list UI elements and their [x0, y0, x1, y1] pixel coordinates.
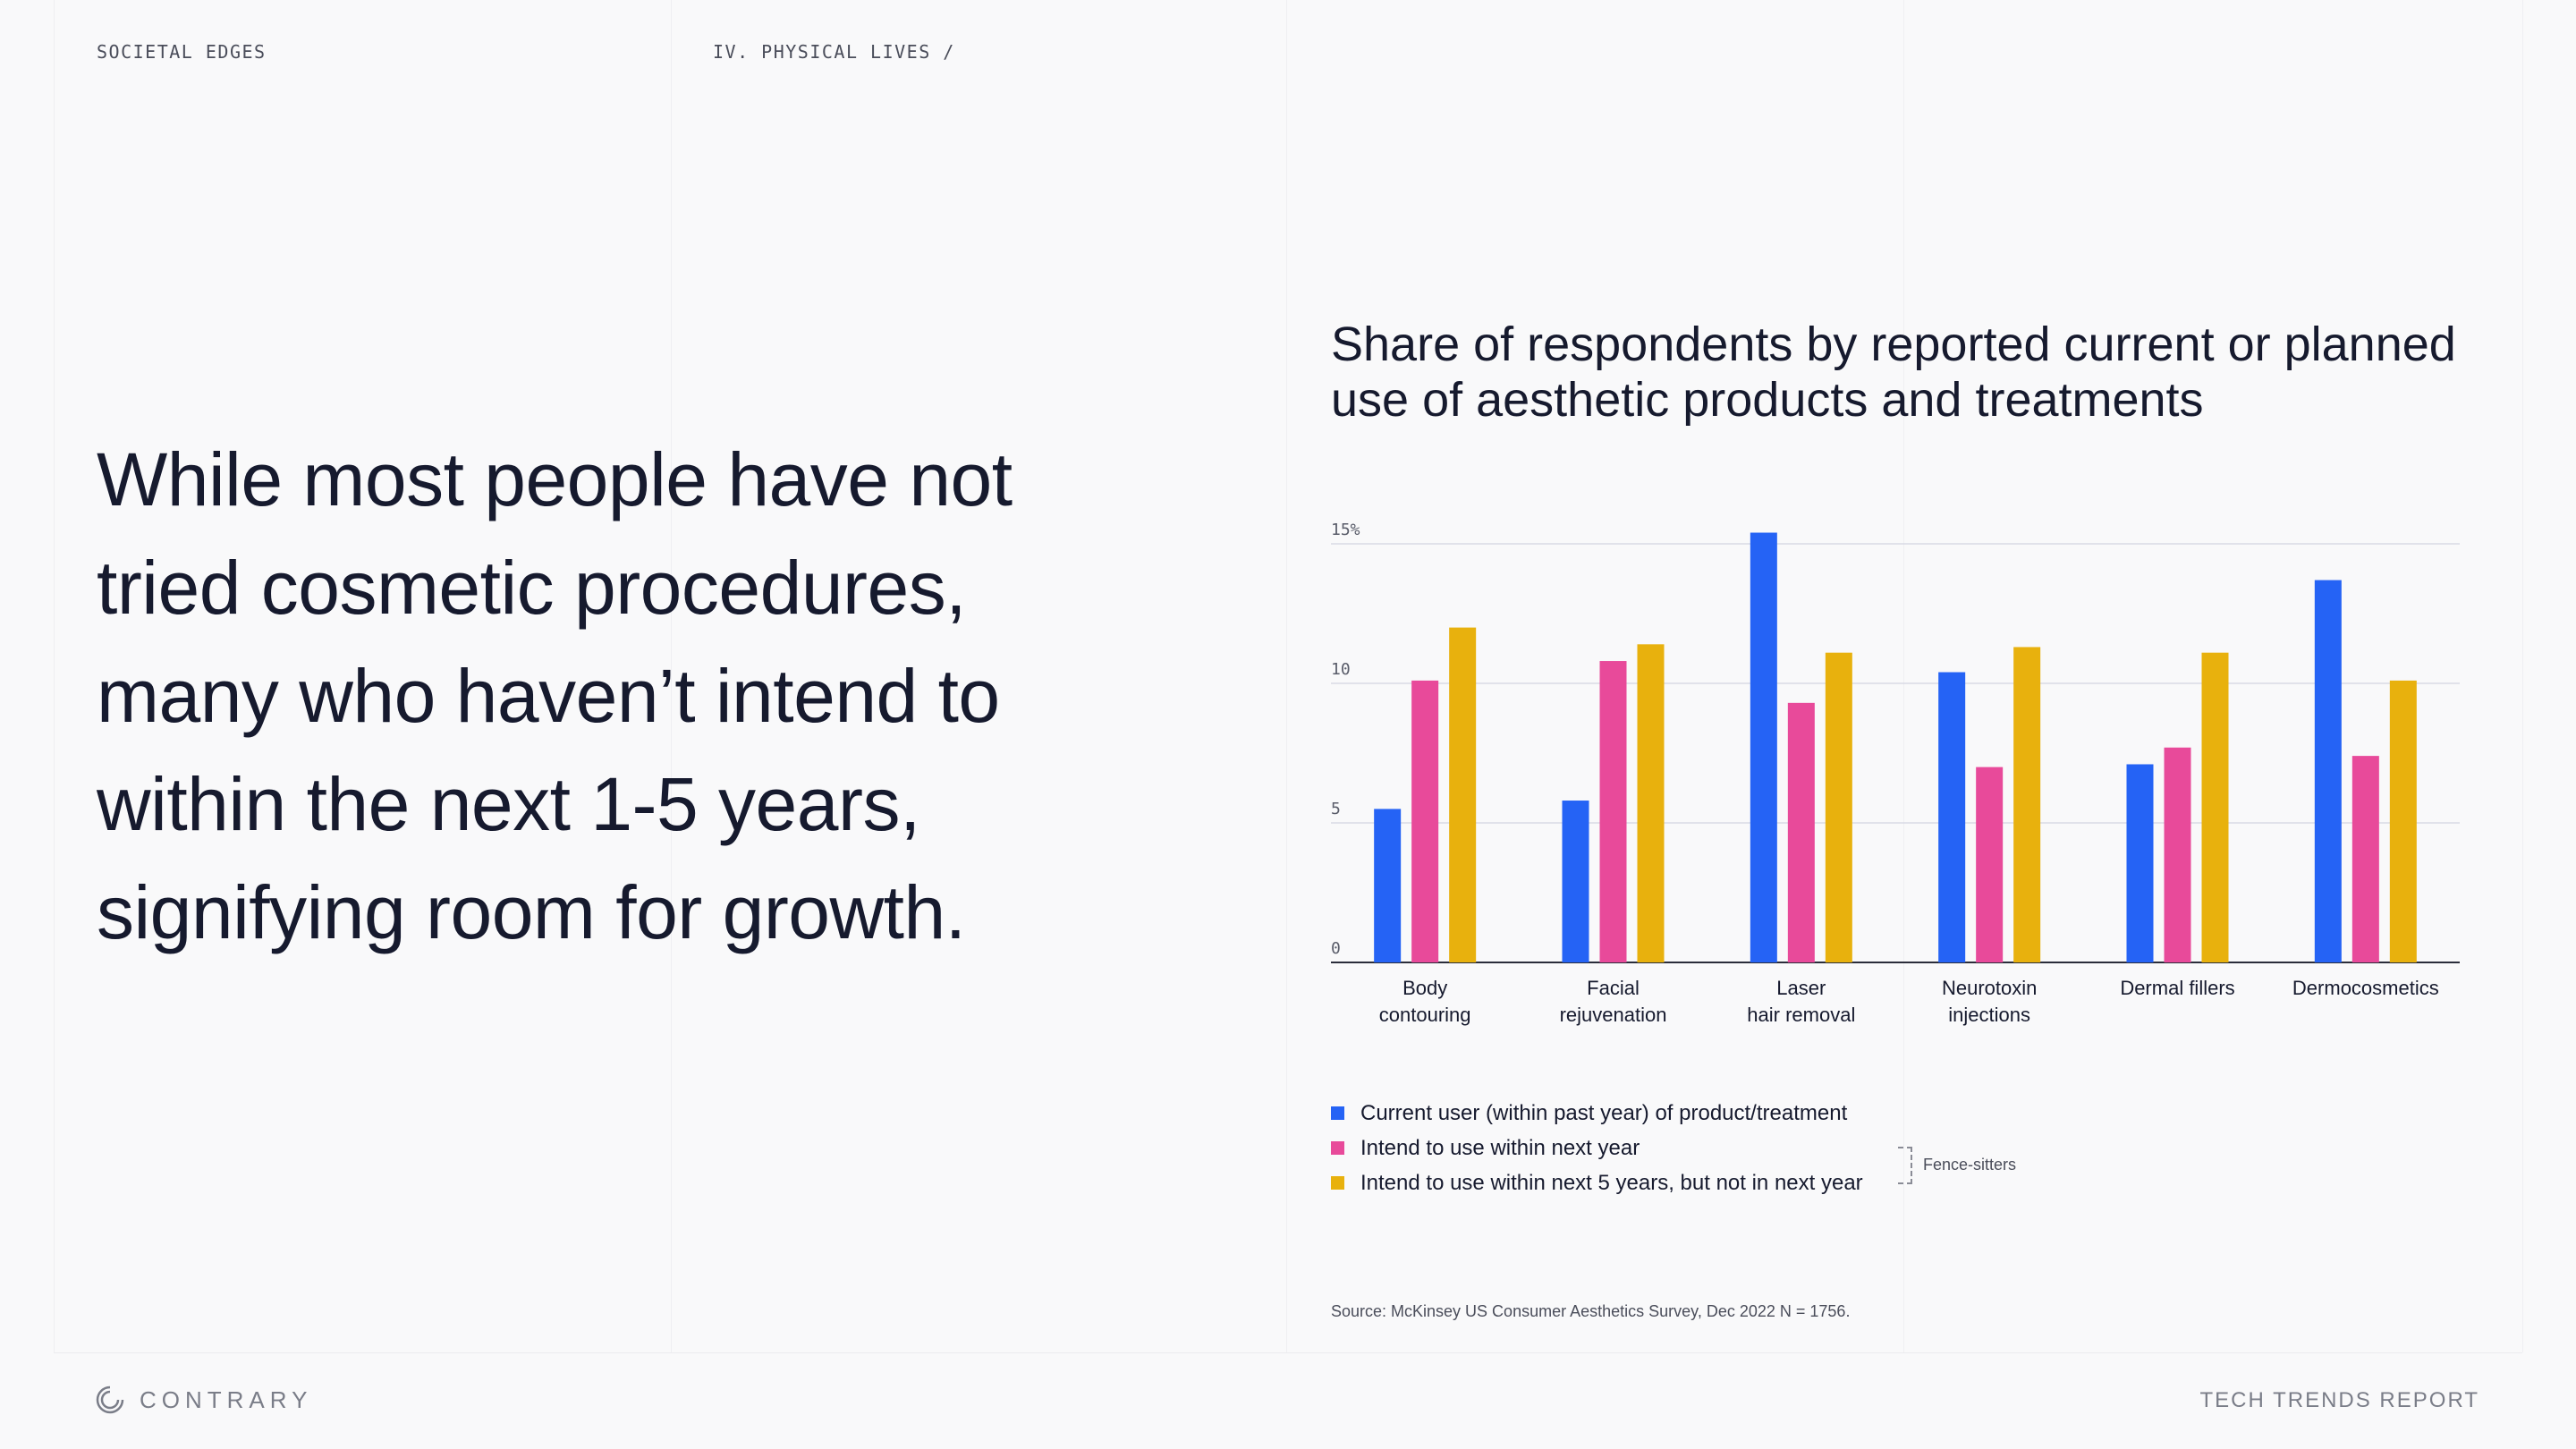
- bar: [1825, 652, 1852, 962]
- chart-title: Share of respondents by reported current…: [1331, 318, 2456, 427]
- y-tick-label: 15%: [1331, 521, 1360, 539]
- fence-sitters-bracket: [1898, 1147, 1912, 1184]
- contrary-logo-icon: [96, 1385, 124, 1414]
- chapter-label: IV. PHYSICAL LIVES /: [713, 41, 955, 63]
- bar: [2164, 747, 2191, 962]
- report-title: TECH TRENDS REPORT: [2199, 1388, 2479, 1412]
- x-tick-label: Neurotoxin: [1942, 977, 2037, 999]
- legend-swatch: [1331, 1106, 1344, 1120]
- legend-item-next-year: Intend to use within next year: [1331, 1131, 1863, 1165]
- section-label: SOCIETAL EDGES: [97, 41, 267, 63]
- bar-chart: 0 5 10 15% Body contouring Facial rejuvenation L…: [1331, 521, 2460, 1026]
- legend-label: Intend to use within next 5 years, but n…: [1360, 1170, 1863, 1195]
- bar: [1976, 767, 2004, 962]
- y-tick-label: 5: [1331, 800, 1341, 818]
- legend-item-current: Current user (within past year) of produ…: [1331, 1096, 1863, 1131]
- fence-sitters-label: Fence-sitters: [1923, 1156, 2017, 1174]
- source-note: Source: McKinsey US Consumer Aesthetics …: [1331, 1302, 1851, 1320]
- column-guide: [2522, 0, 2523, 1352]
- bar: [2314, 580, 2342, 962]
- headline: While most people have not tried cosmeti…: [97, 437, 1013, 954]
- chart-legend: Current user (within past year) of produ…: [1331, 1096, 1863, 1200]
- y-tick-label: 0: [1331, 939, 1341, 958]
- x-tick-label: contouring: [1379, 1004, 1471, 1026]
- x-tick-label: rejuvenation: [1560, 1004, 1667, 1026]
- logo-text: CONTRARY: [140, 1385, 313, 1413]
- bar: [1599, 661, 1627, 962]
- legend-swatch: [1331, 1176, 1344, 1190]
- column-guide: [1903, 0, 1904, 1352]
- bar: [2126, 764, 2154, 962]
- y-tick-label: 10: [1331, 660, 1351, 679]
- x-tick-label: Body: [1402, 977, 1447, 999]
- x-tick-label: Dermocosmetics: [2292, 977, 2439, 999]
- x-tick-label: injections: [1948, 1004, 2030, 1026]
- bar: [1750, 532, 1777, 962]
- footer-divider: [54, 1352, 2522, 1353]
- x-tick-label: Facial: [1587, 977, 1640, 999]
- bar: [1562, 801, 1589, 962]
- legend-item-five-years: Intend to use within next 5 years, but n…: [1331, 1165, 1863, 1200]
- bar: [2201, 652, 2229, 962]
- bar: [2351, 756, 2379, 962]
- x-tick-label: Laser: [1776, 977, 1826, 999]
- legend-swatch: [1331, 1141, 1344, 1155]
- legend-label: Intend to use within next year: [1360, 1135, 1640, 1160]
- bar: [1411, 680, 1439, 962]
- bar: [1374, 809, 1402, 962]
- bar: [2013, 647, 2041, 962]
- x-tick-label: Dermal fillers: [2120, 977, 2234, 999]
- legend-label: Current user (within past year) of produ…: [1360, 1100, 1848, 1125]
- bar: [1938, 672, 1966, 962]
- contrary-logo: CONTRARY: [95, 1385, 312, 1415]
- bar: [1637, 644, 1665, 962]
- x-tick-label: hair removal: [1747, 1004, 1855, 1026]
- bar: [1449, 627, 1477, 962]
- bar: [1787, 702, 1815, 962]
- bar: [2389, 680, 2417, 962]
- column-guide: [1286, 0, 1287, 1352]
- column-guide: [54, 0, 55, 1352]
- column-guide: [671, 0, 672, 1352]
